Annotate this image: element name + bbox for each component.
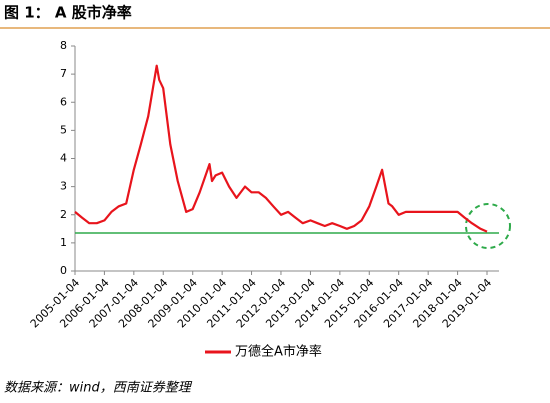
y-tick-label: 8 <box>60 39 67 52</box>
y-tick-label: 7 <box>60 67 67 80</box>
legend-label: 万德全A市净率 <box>235 344 322 360</box>
y-tick-label: 6 <box>60 95 67 108</box>
y-tick-label: 2 <box>60 208 67 221</box>
data-line <box>74 64 488 233</box>
y-tick-label: 4 <box>60 152 67 165</box>
source-note: 数据来源：wind，西南证券整理 <box>4 381 193 396</box>
y-tick-label: 3 <box>60 180 67 193</box>
y-tick-label: 5 <box>60 123 67 136</box>
highlight-circle <box>465 203 511 249</box>
y-tick-label: 0 <box>60 264 67 277</box>
chart-title: 图 1： A 股市净率 <box>4 4 132 22</box>
y-tick-label: 1 <box>60 236 67 249</box>
